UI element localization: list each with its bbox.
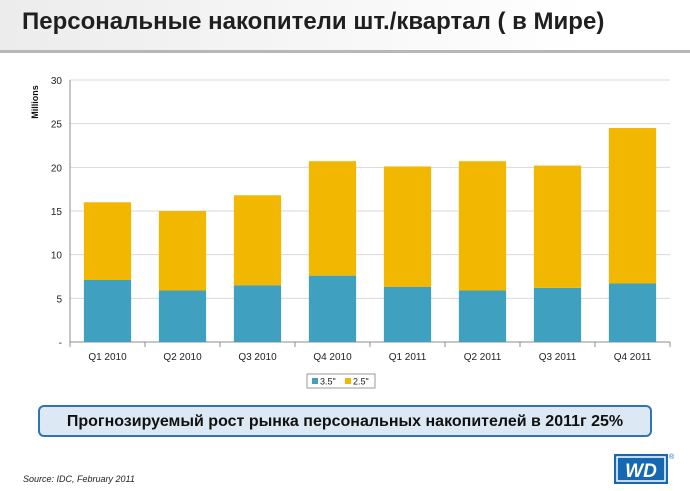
wd-logo-text: WD: [625, 461, 657, 482]
x-tick-label: Q3 2010: [238, 352, 277, 363]
bar-segment: [158, 211, 207, 291]
y-tick-label: 15: [51, 207, 63, 218]
y-tick-label: 25: [51, 120, 63, 131]
legend-box: [306, 373, 376, 389]
bar-segment: [308, 275, 357, 342]
legend-label: 2.5": [353, 377, 369, 387]
x-tick-label: Q1 2010: [88, 352, 127, 363]
x-tick-label: Q3 2011: [539, 352, 577, 363]
bar-segment: [83, 202, 132, 280]
y-tick-label: 20: [51, 163, 63, 174]
title-divider: [0, 50, 690, 53]
x-tick-label: Q4 2010: [313, 352, 352, 363]
x-tick-label: Q2 2011: [464, 352, 502, 363]
bar-segment: [458, 290, 507, 342]
source-note: Source: IDC, February 2011: [23, 474, 135, 484]
y-tick-label: 10: [51, 251, 63, 262]
wd-logo-box: [614, 454, 668, 484]
y-tick-label: 5: [56, 294, 62, 305]
bar-segment: [383, 166, 432, 287]
forecast-banner-text: Прогнозируемый рост рынка персональных н…: [66, 413, 624, 430]
page-title: Персональные накопители шт./квартал ( в …: [22, 8, 605, 35]
x-tick-label: Q1 2011: [389, 352, 427, 363]
x-tick-label: Q4 2011: [614, 352, 652, 363]
bar-segment: [158, 290, 207, 342]
title-band: [0, 0, 690, 50]
bar-segment: [533, 165, 582, 288]
legend-swatch: [345, 378, 351, 384]
x-tick-label: Q2 2010: [163, 352, 202, 363]
wd-logo-frame: [616, 456, 666, 482]
y-tick-label: 30: [51, 76, 63, 87]
legend-label: 3.5": [320, 377, 336, 387]
bar-segment: [233, 195, 282, 286]
bar-segment: [458, 161, 507, 291]
forecast-banner: Прогнозируемый рост рынка персональных н…: [38, 405, 652, 437]
wd-logo: WD ®: [614, 453, 674, 484]
wd-logo-registered: ®: [669, 453, 674, 461]
stacked-bar-chart: - 5 10 15 20 25 30 Millions Q1 2010 Q2 2010 Q3 201…: [30, 76, 671, 389]
bar-segment: [233, 285, 282, 342]
legend-swatch: [312, 378, 318, 384]
y-tick-label: -: [59, 338, 62, 349]
bar-segment: [83, 279, 132, 342]
bar-segment: [533, 287, 582, 342]
bar-segment: [608, 128, 657, 284]
y-axis-title: Millions: [30, 85, 40, 119]
bar-segment: [383, 286, 432, 342]
bar-segment: [308, 161, 357, 276]
bar-segment: [608, 283, 657, 342]
